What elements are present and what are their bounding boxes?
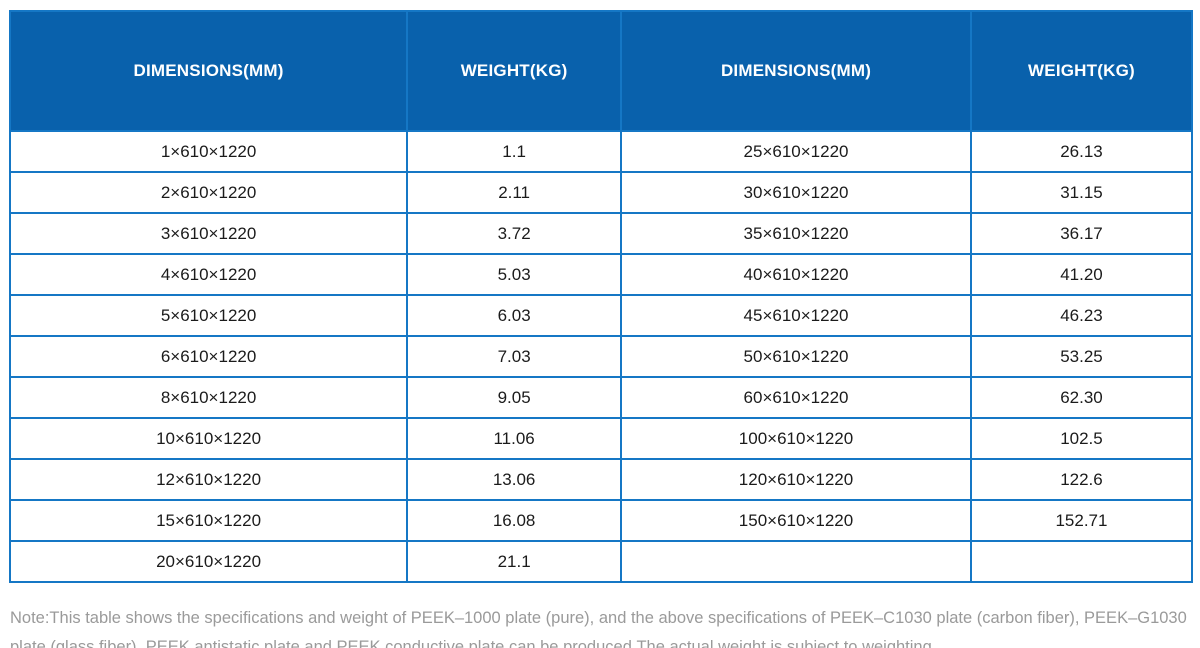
dimension-cell-left: 15×610×1220 [8, 499, 409, 542]
weight-cell-left: 13.06 [406, 458, 623, 501]
dimension-cell-left: 2×610×1220 [8, 171, 409, 214]
dimension-cell-right: 50×610×1220 [620, 335, 972, 378]
header-dimensions-left: DIMENSIONS(MM) [8, 10, 409, 132]
weight-cell-right: 122.6 [969, 458, 1194, 501]
header-weight-left: WEIGHT(KG) [406, 10, 623, 132]
table-row: 2×610×1220 2.11 30×610×1220 31.15 [8, 171, 1194, 214]
table-row: 4×610×1220 5.03 40×610×1220 41.20 [8, 253, 1194, 296]
weight-cell-left: 5.03 [406, 253, 623, 296]
dimension-cell-right: 35×610×1220 [620, 212, 972, 255]
table-header-row: DIMENSIONS(MM) WEIGHT(KG) DIMENSIONS(MM)… [8, 10, 1194, 132]
dimension-cell-right: 45×610×1220 [620, 294, 972, 337]
table-body: 1×610×1220 1.1 25×610×1220 26.13 2×610×1220 2… [8, 130, 1194, 583]
dimension-cell-left: 8×610×1220 [8, 376, 409, 419]
table-row: 5×610×1220 6.03 45×610×1220 46.23 [8, 294, 1194, 337]
dimension-cell-left: 1×610×1220 [8, 130, 409, 173]
header-dimensions-right: DIMENSIONS(MM) [620, 10, 972, 132]
dimension-cell-left: 20×610×1220 [8, 540, 409, 583]
weight-cell-right: 102.5 [969, 417, 1194, 460]
table-row: 8×610×1220 9.05 60×610×1220 62.30 [8, 376, 1194, 419]
weight-cell-right: 62.30 [969, 376, 1194, 419]
weight-cell-left: 16.08 [406, 499, 623, 542]
weight-cell-right: 36.17 [969, 212, 1194, 255]
weight-cell-left: 3.72 [406, 212, 623, 255]
dimension-cell-right: 30×610×1220 [620, 171, 972, 214]
weight-cell-left: 9.05 [406, 376, 623, 419]
weight-cell-right: 26.13 [969, 130, 1194, 173]
weight-cell-left: 21.1 [406, 540, 623, 583]
weight-cell-left: 7.03 [406, 335, 623, 378]
weight-cell-right: 53.25 [969, 335, 1194, 378]
spec-table: DIMENSIONS(MM) WEIGHT(KG) DIMENSIONS(MM)… [8, 10, 1194, 583]
footnote: Note:This table shows the specifications… [10, 608, 1187, 648]
weight-cell-left: 1.1 [406, 130, 623, 173]
table-row: 6×610×1220 7.03 50×610×1220 53.25 [8, 335, 1194, 378]
dimension-cell-right: 40×610×1220 [620, 253, 972, 296]
weight-cell-right: 41.20 [969, 253, 1194, 296]
weight-cell-right: 31.15 [969, 171, 1194, 214]
dimension-cell-right: 25×610×1220 [620, 130, 972, 173]
table-row: 15×610×1220 16.08 150×610×1220 152.71 [8, 499, 1194, 542]
weight-cell-left: 11.06 [406, 417, 623, 460]
dimension-cell-right: 100×610×1220 [620, 417, 972, 460]
weight-cell-right: 152.71 [969, 499, 1194, 542]
dimension-cell-left: 3×610×1220 [8, 212, 409, 255]
table-row: 1×610×1220 1.1 25×610×1220 26.13 [8, 130, 1194, 173]
dimension-cell-left: 10×610×1220 [8, 417, 409, 460]
dimension-cell-right [620, 540, 972, 583]
weight-cell-left: 2.11 [406, 171, 623, 214]
table-row: 3×610×1220 3.72 35×610×1220 36.17 [8, 212, 1194, 255]
header-weight-right: WEIGHT(KG) [969, 10, 1194, 132]
dimension-cell-left: 5×610×1220 [8, 294, 409, 337]
weight-cell-right [969, 540, 1194, 583]
table-header: DIMENSIONS(MM) WEIGHT(KG) DIMENSIONS(MM)… [8, 10, 1194, 132]
dimension-cell-left: 4×610×1220 [8, 253, 409, 296]
table-row: 10×610×1220 11.06 100×610×1220 102.5 [8, 417, 1194, 460]
dimension-cell-right: 60×610×1220 [620, 376, 972, 419]
dimension-cell-right: 150×610×1220 [620, 499, 972, 542]
table-row: 20×610×1220 21.1 [8, 540, 1194, 583]
table-row: 12×610×1220 13.06 120×610×1220 122.6 [8, 458, 1194, 501]
weight-cell-right: 46.23 [969, 294, 1194, 337]
dimension-cell-right: 120×610×1220 [620, 458, 972, 501]
weight-cell-left: 6.03 [406, 294, 623, 337]
dimension-cell-left: 12×610×1220 [8, 458, 409, 501]
dimension-cell-left: 6×610×1220 [8, 335, 409, 378]
